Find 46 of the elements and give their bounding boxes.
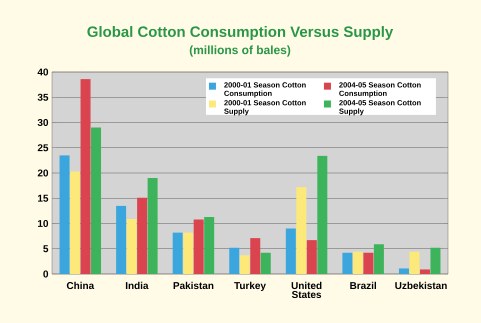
bar: [126, 218, 137, 274]
x-tick-label: India: [126, 282, 149, 290]
bar: [317, 156, 328, 274]
bar: [116, 206, 126, 274]
bar: [352, 252, 363, 274]
x-tick-label: United States: [292, 282, 322, 298]
y-tick-label: 15: [38, 194, 48, 202]
y-tick-label: 0: [43, 270, 48, 278]
y-tick-label: 10: [38, 220, 48, 228]
x-tick-label: Brazil: [350, 282, 376, 290]
bar: [420, 269, 430, 274]
bar: [60, 155, 70, 274]
bar: [229, 248, 240, 274]
bar: [183, 232, 194, 274]
x-tick-label: Pakistan: [174, 282, 214, 290]
x-tick-label: Uzbekistan: [395, 282, 447, 290]
bar: [204, 216, 214, 274]
bar: [250, 238, 260, 274]
bar: [240, 255, 250, 274]
y-tick-label: 20: [38, 169, 48, 177]
bar: [430, 248, 440, 274]
bar: [398, 268, 409, 274]
bar: [409, 252, 420, 274]
x-tick-label: China: [66, 282, 94, 290]
bar: [80, 79, 91, 274]
bar: [148, 178, 158, 274]
bar: [172, 232, 183, 274]
bar: [70, 171, 80, 274]
bar: [363, 252, 374, 274]
bar: [91, 128, 102, 274]
y-tick-label: 40: [38, 68, 48, 76]
bar: [374, 244, 384, 274]
y-tick-label: 5: [43, 245, 48, 252]
x-tick-label: Turkey: [234, 282, 266, 292]
bar: [260, 252, 271, 274]
chart-title: Global Cotton Consumption Versus Supply: [87, 26, 394, 40]
bar: [194, 219, 204, 274]
bar: [137, 198, 148, 274]
chart-subtitle: (millions of bales): [190, 45, 290, 57]
y-tick-label: 30: [38, 118, 48, 126]
y-tick-label: 25: [38, 144, 48, 152]
y-tick-label: 35: [38, 94, 48, 101]
bar: [286, 228, 296, 274]
bar: [342, 252, 352, 274]
bar: [296, 187, 306, 274]
bar: [306, 240, 317, 274]
